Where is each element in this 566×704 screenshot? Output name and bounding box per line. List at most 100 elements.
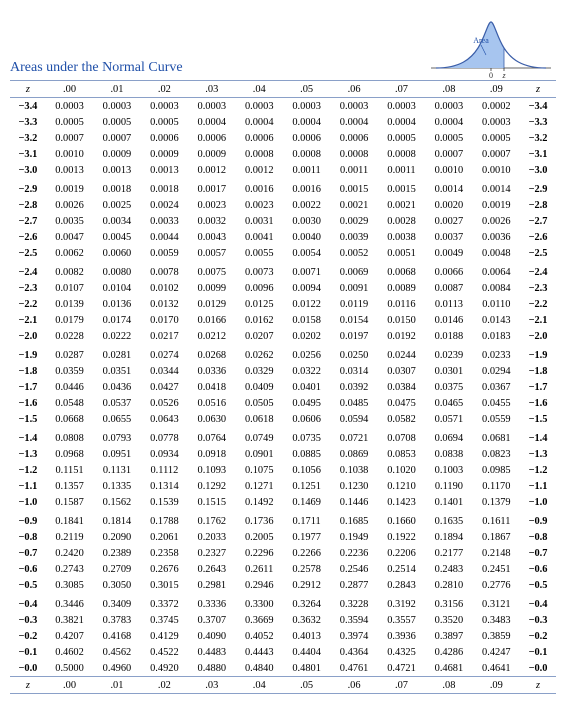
header-col-03: .03 <box>188 81 235 98</box>
value-cell: 0.0102 <box>141 280 188 296</box>
value-cell: 0.5000 <box>46 660 93 677</box>
value-cell: 0.2743 <box>46 561 93 577</box>
value-cell: 0.1314 <box>141 478 188 494</box>
table-row: −0.20.42070.41680.41290.40900.40520.4013… <box>10 628 556 644</box>
value-cell: 0.0028 <box>378 213 425 229</box>
value-cell: 0.0139 <box>46 296 93 312</box>
value-cell: 0.0026 <box>473 213 520 229</box>
z-cell-right: −0.2 <box>520 628 556 644</box>
value-cell: 0.0475 <box>378 395 425 411</box>
value-cell: 0.0009 <box>188 146 235 162</box>
axis-z-label: z <box>501 71 506 80</box>
value-cell: 0.1867 <box>473 529 520 545</box>
footer-col-09: .09 <box>473 677 520 694</box>
value-cell: 0.2420 <box>46 545 93 561</box>
value-cell: 0.0018 <box>141 178 188 197</box>
value-cell: 0.0022 <box>283 197 330 213</box>
value-cell: 0.0764 <box>188 427 235 446</box>
value-cell: 0.0681 <box>473 427 520 446</box>
value-cell: 0.0274 <box>141 344 188 363</box>
value-cell: 0.2514 <box>378 561 425 577</box>
value-cell: 0.2236 <box>330 545 377 561</box>
z-cell: −0.6 <box>10 561 46 577</box>
value-cell: 0.0003 <box>425 98 472 115</box>
value-cell: 0.3594 <box>330 612 377 628</box>
value-cell: 0.2206 <box>378 545 425 561</box>
value-cell: 0.1922 <box>378 529 425 545</box>
value-cell: 0.0314 <box>330 363 377 379</box>
value-cell: 0.1003 <box>425 462 472 478</box>
header-col-01: .01 <box>93 81 140 98</box>
header-col-02: .02 <box>141 81 188 98</box>
value-cell: 0.3897 <box>425 628 472 644</box>
value-cell: 0.3050 <box>93 577 140 593</box>
header-col-09: .09 <box>473 81 520 98</box>
header-col-04: .04 <box>236 81 283 98</box>
value-cell: 0.0015 <box>330 178 377 197</box>
value-cell: 0.1210 <box>378 478 425 494</box>
value-cell: 0.0041 <box>236 229 283 245</box>
value-cell: 0.0344 <box>141 363 188 379</box>
value-cell: 0.0655 <box>93 411 140 427</box>
z-cell: −2.8 <box>10 197 46 213</box>
value-cell: 0.0375 <box>425 379 472 395</box>
z-cell-right: −1.2 <box>520 462 556 478</box>
value-cell: 0.0146 <box>425 312 472 328</box>
z-cell: −2.2 <box>10 296 46 312</box>
value-cell: 0.0212 <box>188 328 235 344</box>
value-cell: 0.0087 <box>425 280 472 296</box>
value-cell: 0.2578 <box>283 561 330 577</box>
value-cell: 0.1736 <box>236 510 283 529</box>
value-cell: 0.0793 <box>93 427 140 446</box>
z-cell: −1.9 <box>10 344 46 363</box>
value-cell: 0.0125 <box>236 296 283 312</box>
value-cell: 0.0003 <box>283 98 330 115</box>
value-cell: 0.0096 <box>236 280 283 296</box>
value-cell: 0.0078 <box>141 261 188 280</box>
z-cell-right: −3.3 <box>520 114 556 130</box>
value-cell: 0.1292 <box>188 478 235 494</box>
value-cell: 0.0104 <box>93 280 140 296</box>
value-cell: 0.0158 <box>283 312 330 328</box>
table-row: −3.00.00130.00130.00130.00120.00120.0011… <box>10 162 556 178</box>
footer-z-left: z <box>10 677 46 694</box>
value-cell: 0.0019 <box>473 197 520 213</box>
z-cell: −0.8 <box>10 529 46 545</box>
value-cell: 0.3936 <box>378 628 425 644</box>
value-cell: 0.0495 <box>283 395 330 411</box>
z-cell: −0.3 <box>10 612 46 628</box>
value-cell: 0.4602 <box>46 644 93 660</box>
z-cell: −0.7 <box>10 545 46 561</box>
footer-col-07: .07 <box>378 677 425 694</box>
value-cell: 0.4641 <box>473 660 520 677</box>
value-cell: 0.0003 <box>46 98 93 115</box>
value-cell: 0.0008 <box>236 146 283 162</box>
value-cell: 0.0029 <box>330 213 377 229</box>
value-cell: 0.0048 <box>473 245 520 261</box>
table-row: −2.50.00620.00600.00590.00570.00550.0054… <box>10 245 556 261</box>
value-cell: 0.0207 <box>236 328 283 344</box>
value-cell: 0.2843 <box>378 577 425 593</box>
value-cell: 0.0192 <box>378 328 425 344</box>
value-cell: 0.0024 <box>141 197 188 213</box>
value-cell: 0.4325 <box>378 644 425 660</box>
value-cell: 0.1762 <box>188 510 235 529</box>
value-cell: 0.2483 <box>425 561 472 577</box>
z-cell: −1.3 <box>10 446 46 462</box>
value-cell: 0.0008 <box>330 146 377 162</box>
value-cell: 0.2946 <box>236 577 283 593</box>
value-cell: 0.0064 <box>473 261 520 280</box>
value-cell: 0.0006 <box>141 130 188 146</box>
value-cell: 0.0749 <box>236 427 283 446</box>
value-cell: 0.1539 <box>141 494 188 510</box>
value-cell: 0.0045 <box>93 229 140 245</box>
z-cell-right: −2.7 <box>520 213 556 229</box>
value-cell: 0.0016 <box>236 178 283 197</box>
value-cell: 0.0023 <box>236 197 283 213</box>
value-cell: 0.0526 <box>141 395 188 411</box>
value-cell: 0.1469 <box>283 494 330 510</box>
footer-col-01: .01 <box>93 677 140 694</box>
value-cell: 0.0009 <box>141 146 188 162</box>
value-cell: 0.0548 <box>46 395 93 411</box>
header-col-00: .00 <box>46 81 93 98</box>
